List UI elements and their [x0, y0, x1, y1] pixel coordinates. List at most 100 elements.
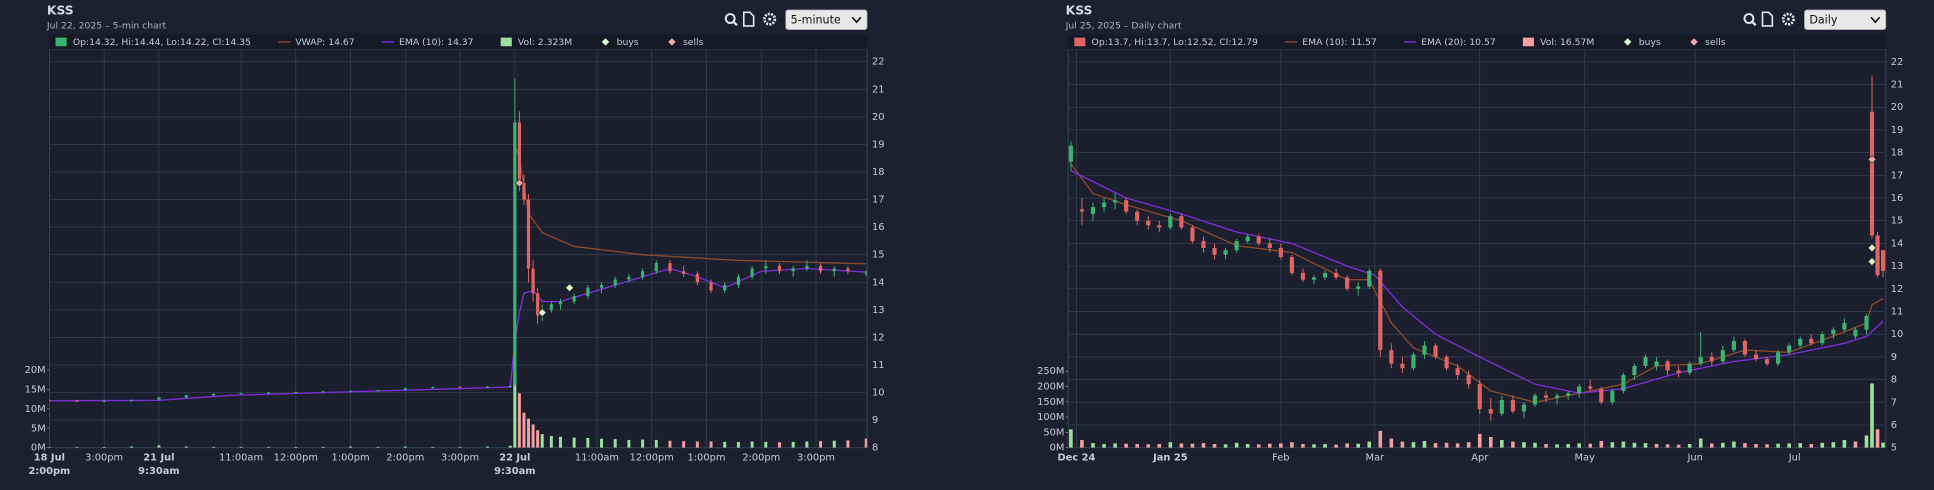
volume-tick-label: 0M: [1050, 443, 1065, 454]
candle-body: [1146, 220, 1151, 226]
volume-bar: [1367, 441, 1372, 448]
volume-bar: [1345, 443, 1349, 448]
volume-bar: [1566, 444, 1570, 448]
candle-body: [558, 301, 563, 305]
legend-swatch: [500, 37, 512, 47]
candle-body: [1555, 395, 1560, 398]
candle-body: [1113, 200, 1118, 203]
volume-bar: [1754, 444, 1758, 448]
volume-bar: [778, 442, 781, 448]
volume-bar: [709, 441, 713, 448]
y-tick-label: 8: [872, 443, 878, 454]
y-tick-label: 19: [1891, 125, 1904, 136]
legend-swatch: [1623, 38, 1632, 46]
volume-bar: [212, 446, 216, 448]
candle-body: [157, 397, 161, 400]
volume-bar: [1765, 444, 1769, 448]
x-tick-label: Jun: [1687, 453, 1703, 464]
candle-body: [641, 271, 645, 277]
candle-body: [348, 390, 353, 392]
volume-bar: [1069, 429, 1073, 448]
candle-body: [1610, 390, 1615, 403]
volume-bar: [1301, 444, 1305, 448]
volume-bar: [75, 446, 79, 448]
legend-swatch: [1522, 37, 1534, 47]
volume-bar: [1732, 441, 1736, 448]
volume-bar: [572, 437, 576, 448]
candle-body: [1869, 111, 1875, 236]
volume-tick-label: 15M: [25, 384, 46, 395]
volume-tick-label: 50M: [1043, 427, 1064, 438]
y-tick-label: 18: [1891, 148, 1904, 159]
volume-bar: [1743, 443, 1747, 448]
candle-body: [1543, 395, 1549, 398]
settings-icon-hub: [1786, 17, 1790, 21]
candle-body: [184, 395, 188, 398]
candle-body: [1521, 404, 1527, 412]
candle-body: [654, 262, 658, 272]
candle-body: [1820, 334, 1825, 344]
interval-select-arrow: [1870, 16, 1881, 24]
candle-body: [1731, 341, 1736, 351]
volume-bar: [49, 446, 51, 448]
zoom-icon-handle: [732, 20, 738, 27]
candle-body: [695, 274, 699, 283]
buys-marker: [537, 308, 547, 318]
interval-select[interactable]: [785, 9, 868, 30]
volume-bar: [654, 439, 658, 448]
y-tick-label: 20: [872, 112, 885, 123]
candle-body: [613, 279, 617, 286]
zoom-icon: [724, 13, 736, 24]
x-tick-label: 1:00pm: [687, 453, 725, 464]
candle-body: [1234, 241, 1239, 251]
legend-label: EMA (10): 11.57: [1302, 37, 1377, 48]
candle-body: [1433, 345, 1438, 357]
volume-bar: [1809, 444, 1814, 448]
volume-bar: [1870, 383, 1874, 448]
x-tick-label: Jul: [1788, 453, 1801, 464]
candle-body: [513, 122, 517, 385]
candle-body: [736, 276, 741, 286]
volume-bar: [832, 440, 836, 448]
volume-bar: [1466, 442, 1471, 448]
volume-bar: [1500, 440, 1504, 448]
y-tick-label: 12: [1891, 284, 1904, 295]
legend-label: Op:14.32, Hi:14.44, Lo:14.22, Cl:14.35: [73, 37, 251, 48]
plot-layer: [49, 78, 868, 448]
settings-icon: [763, 12, 777, 26]
candle-body: [1588, 386, 1593, 389]
y-tick-label: 13: [872, 305, 885, 316]
y-tick-label: 11: [872, 360, 885, 371]
candle-body: [1334, 272, 1339, 278]
candle-body: [832, 268, 836, 272]
candle-body: [75, 400, 79, 402]
candle-body: [818, 265, 823, 272]
legend-label: buys: [617, 37, 639, 48]
interval-select[interactable]: [1804, 9, 1887, 30]
candle-body: [1709, 356, 1714, 362]
candle-body: [1787, 345, 1792, 353]
candle-body: [1389, 350, 1394, 364]
volume-bar: [1234, 442, 1239, 448]
x-tick-label: Jan 25: [1152, 453, 1188, 464]
candle-body: [1510, 400, 1515, 412]
volume-bar: [1400, 441, 1405, 448]
indicator-line: [1070, 163, 1884, 403]
candle-body: [1400, 363, 1405, 369]
candle-body: [1190, 227, 1195, 242]
volume-bar: [627, 439, 631, 448]
candle-body: [522, 183, 526, 200]
legend-swatch: [668, 38, 676, 46]
volume-bar: [1577, 443, 1581, 448]
x-tick-label: 9:30am: [494, 466, 535, 477]
x-tick-label: 2:00pm: [386, 453, 424, 464]
candle-body: [129, 400, 134, 402]
candle-body: [572, 296, 576, 302]
candle-body: [1665, 361, 1670, 371]
volume-bar: [403, 446, 407, 448]
legend-label: EMA (20): 10.57: [1421, 37, 1496, 48]
volume-bar: [1102, 444, 1106, 448]
volume-bar: [1599, 440, 1604, 448]
volume-bar: [294, 446, 298, 448]
candle-body: [1599, 388, 1604, 403]
